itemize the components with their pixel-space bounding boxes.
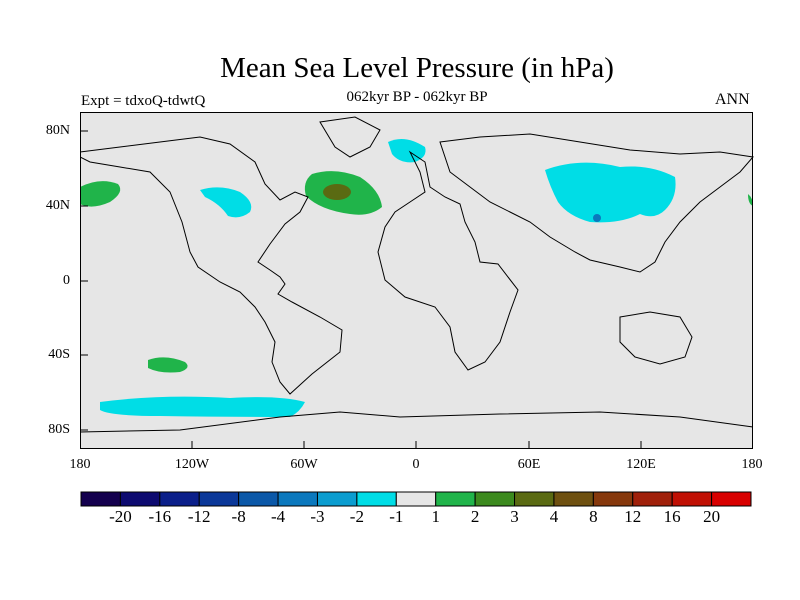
colorbar-label: 1 [431, 507, 440, 526]
antarctica-coast [80, 411, 754, 433]
colorbar-swatch [474, 491, 516, 507]
region-northeast-pacific-negative [200, 187, 252, 218]
x-tick-label: 180 [741, 457, 763, 472]
region-north-atlantic-core [323, 184, 351, 200]
x-tick-label: 180 [69, 457, 91, 472]
colorbar-label: -12 [187, 507, 211, 526]
y-tick-label: 80S [48, 422, 70, 437]
asia-coast [439, 133, 754, 273]
colorbar-label: -20 [109, 507, 132, 526]
colorbar-label: -16 [148, 507, 172, 526]
y-tick-label: 0 [63, 273, 70, 288]
colorbar-label: 20 [703, 507, 721, 526]
colorbar-label: -3 [310, 507, 325, 526]
colorbar-label: 4 [549, 507, 559, 526]
x-tick-label: 120W [174, 457, 210, 472]
colorbar-label: 16 [663, 507, 681, 526]
y-tick-label: 40S [48, 347, 70, 362]
x-tick-label: 60W [290, 457, 318, 472]
region-east-pacific-edge [748, 194, 753, 206]
colorbar-swatch [119, 491, 161, 507]
americas-coast [80, 136, 343, 395]
colorbar-swatch [592, 491, 634, 507]
colorbar-swatch [238, 491, 279, 507]
region-southern-ocean-negative [100, 396, 305, 417]
colorbar-label: 12 [624, 507, 642, 526]
colorbar-label: 8 [589, 507, 598, 526]
colorbar-swatch [198, 491, 240, 507]
region-asia-core [593, 214, 601, 222]
colorbar-swatch [159, 491, 200, 507]
colorbar-swatch [514, 491, 555, 507]
colorbar-swatch [395, 491, 437, 507]
colorbar-swatch [316, 491, 358, 507]
colorbar-swatch [277, 491, 318, 507]
colorbar-swatch [356, 491, 397, 507]
colorbar-label: -4 [270, 507, 286, 526]
region-south-pacific-positive [148, 357, 188, 373]
region-north-pacific-positive [80, 181, 121, 207]
colorbar-swatch [711, 491, 752, 507]
region-central-asia-negative [545, 162, 676, 223]
map-ticks [80, 130, 642, 449]
colorbar [80, 491, 752, 507]
colorbar-swatch [671, 491, 713, 507]
chart-subtitle: 062kyr BP - 062kyr BP [346, 89, 488, 105]
x-tick-label: 120E [626, 457, 656, 472]
chart-title: Mean Sea Level Pressure (in hPa) [220, 52, 614, 84]
australia-coast [619, 311, 693, 365]
colorbar-label: -8 [231, 507, 246, 526]
anomaly-regions [80, 138, 753, 417]
colorbar-label: -1 [389, 507, 404, 526]
y-tick-label: 40N [45, 198, 70, 213]
colorbar-swatch [435, 491, 476, 507]
colorbar-swatch [80, 491, 121, 507]
experiment-label: Expt = tdxoQ-tdwtQ [81, 93, 206, 109]
europe-africa-coast [377, 150, 519, 371]
y-tick-label: 80N [45, 123, 70, 138]
x-tick-label: 60E [517, 457, 541, 472]
colorbar-swatch [632, 491, 673, 507]
colorbar-label: 3 [510, 507, 519, 526]
colorbar-label: 2 [470, 507, 480, 526]
map-panel [80, 112, 754, 449]
colorbar-label: -2 [349, 507, 364, 526]
colorbar-swatch [553, 491, 594, 507]
season-label: ANN [715, 91, 750, 108]
coastlines [80, 116, 754, 433]
x-tick-label: 0 [412, 457, 420, 472]
greenland-coast [319, 116, 381, 158]
